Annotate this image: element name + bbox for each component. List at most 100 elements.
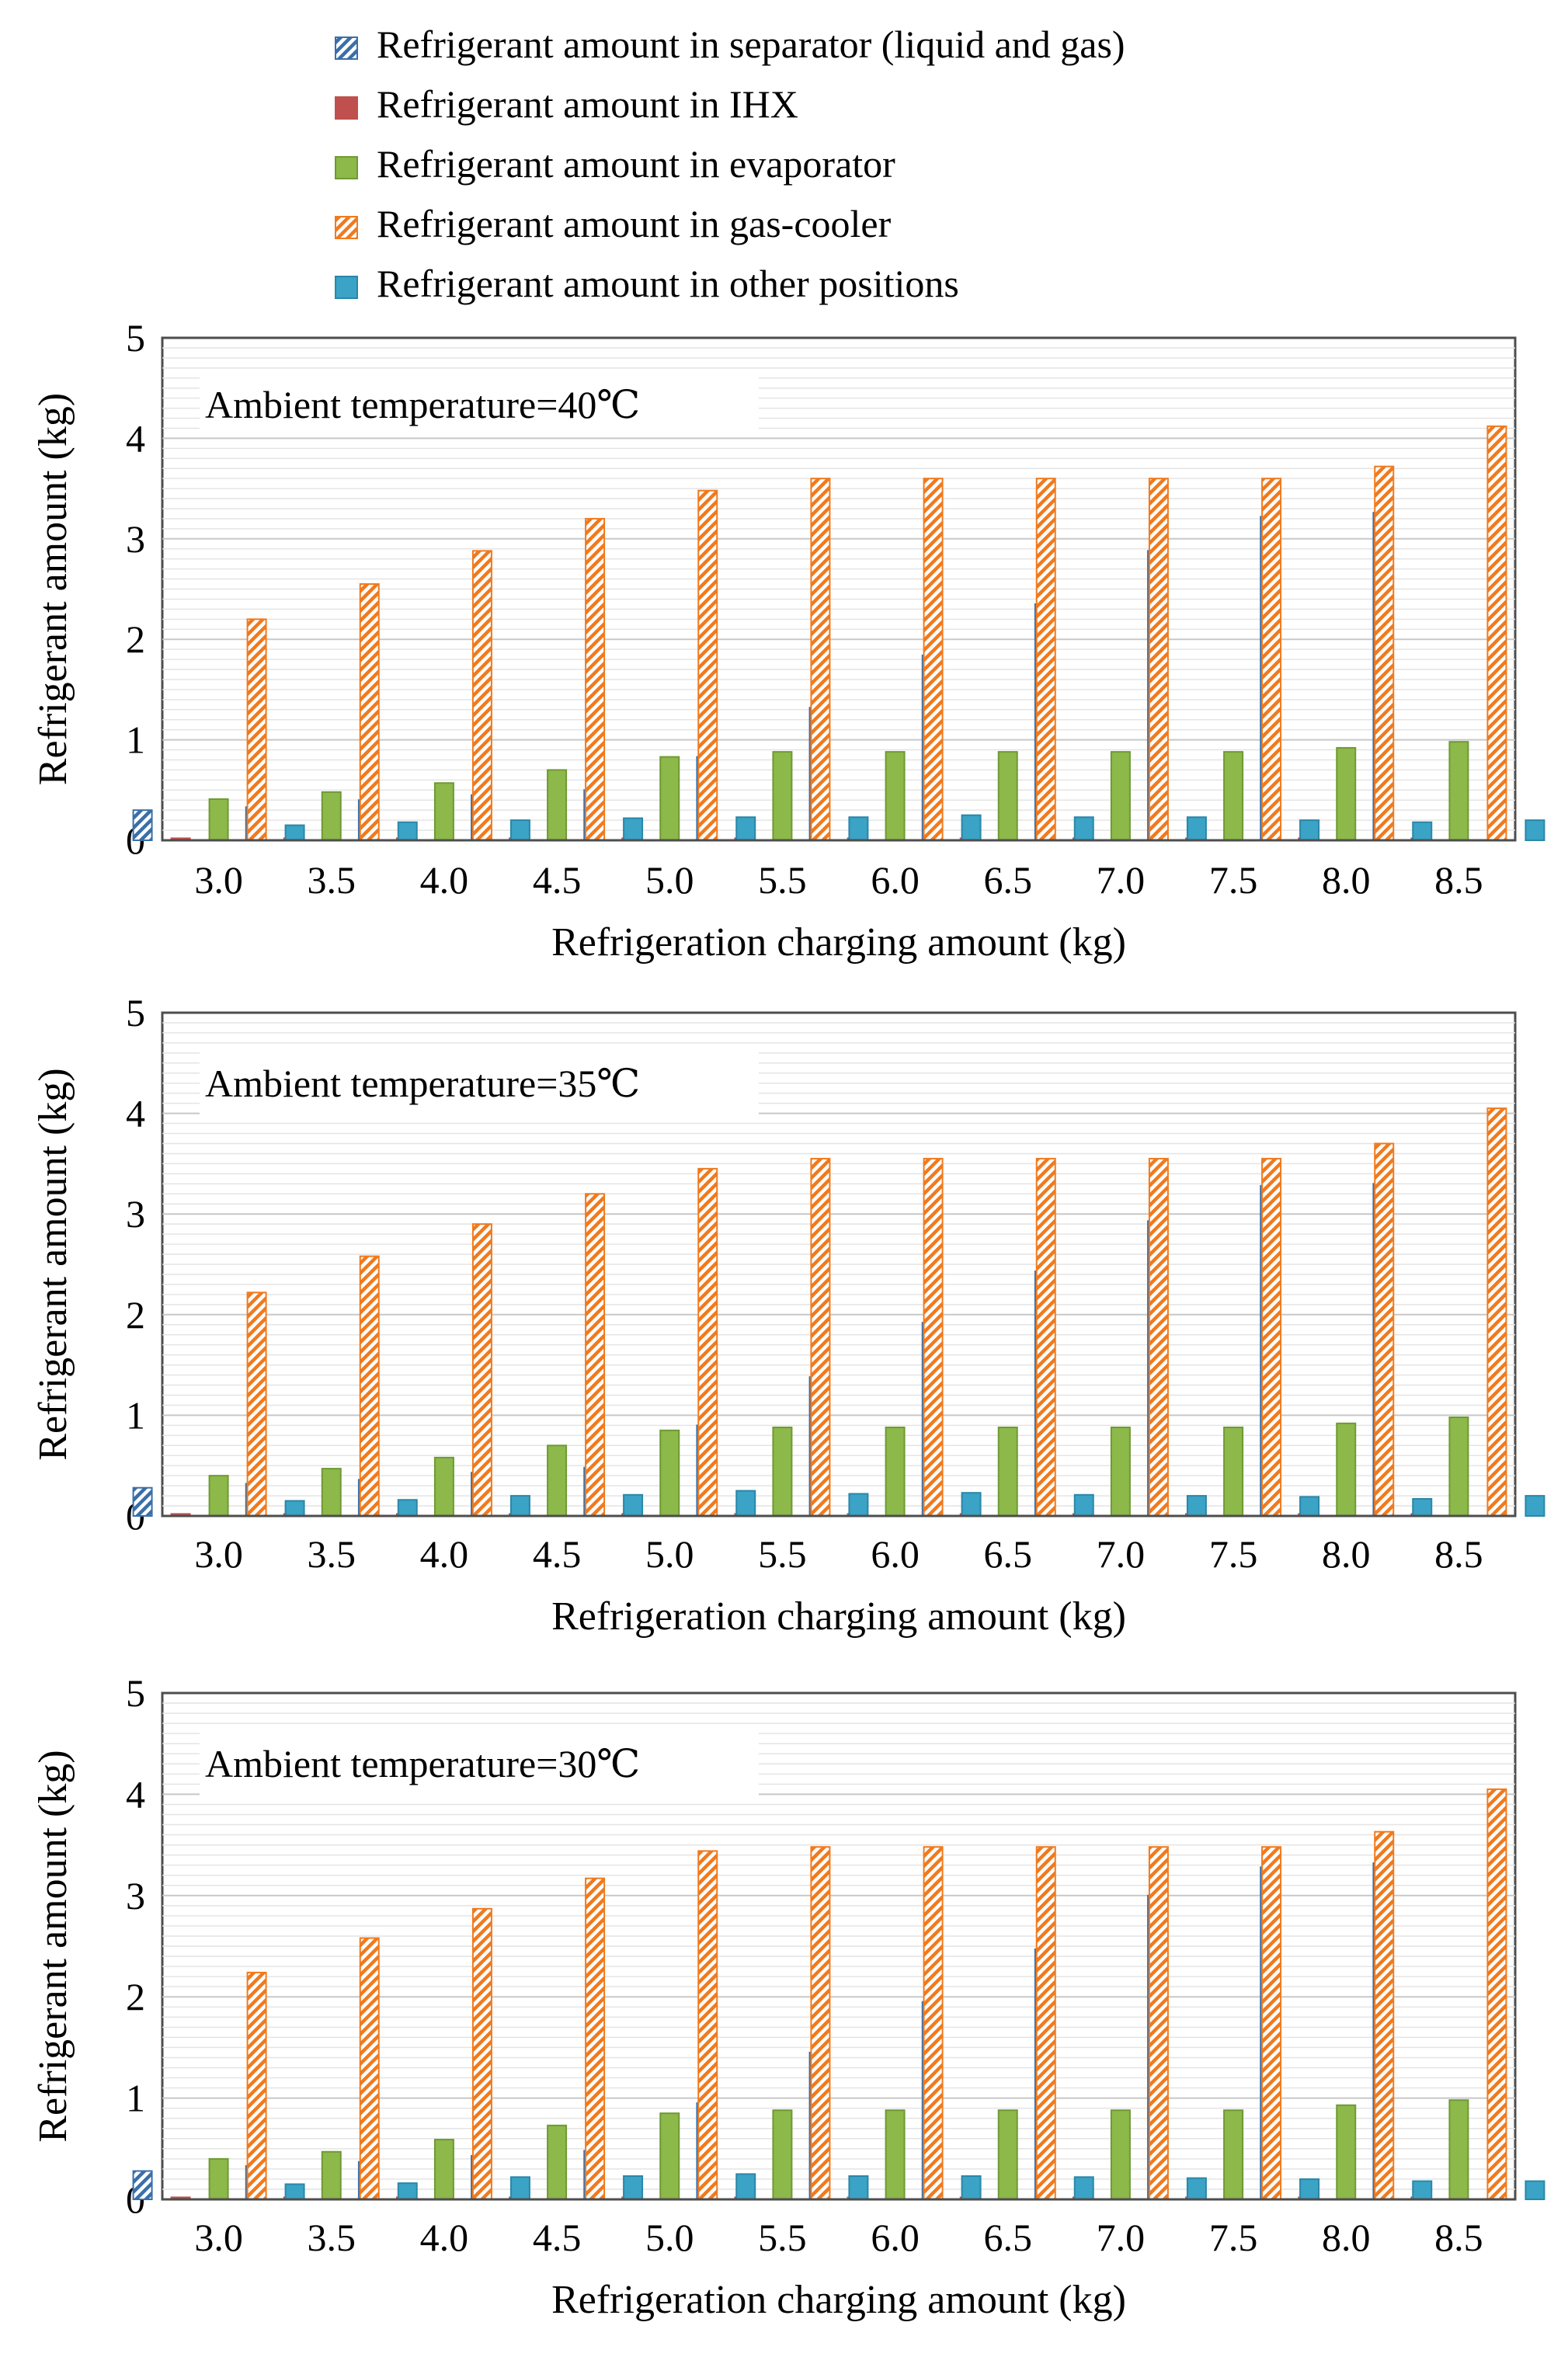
bar-gascooler-5.5 [810, 478, 831, 841]
x-tick-label: 5.5 [758, 1532, 807, 1576]
annotation-text: Ambient temperature=35℃ [205, 1062, 640, 1105]
y-tick-label: 2 [126, 1293, 145, 1337]
bar-evaporator-6.5 [997, 2109, 1018, 2201]
x-tick-label: 3.0 [194, 858, 243, 902]
legend-swatch-separator [335, 37, 358, 60]
x-tick-label: 3.0 [194, 1532, 243, 1576]
bar-gascooler-8.5 [1486, 425, 1507, 841]
bar-gascooler-8.5 [1486, 1788, 1507, 2200]
bar-gascooler-3.0 [246, 1971, 267, 2201]
bar-other-7.5 [1299, 819, 1320, 841]
bar-other-4.0 [509, 2176, 530, 2201]
legend-label-gascooler: Refrigerant amount in gas-cooler [377, 202, 892, 245]
bar-evaporator-7.0 [1110, 1426, 1131, 1518]
bar-evaporator-3.5 [321, 2150, 342, 2200]
bar-separator-3.0 [132, 809, 153, 842]
y-axis-label: Refrigerant amount (kg) [31, 1068, 75, 1460]
bar-gascooler-7.0 [1148, 478, 1169, 841]
bar-other-3.0 [284, 1500, 305, 1518]
y-tick-label: 1 [126, 2077, 145, 2120]
bar-gascooler-6.5 [1035, 478, 1056, 841]
bar-other-3.5 [397, 1499, 418, 1518]
charts: 0123453.03.54.04.55.05.56.06.57.07.58.08… [31, 316, 1545, 2322]
x-tick-label: 3.5 [308, 1532, 356, 1576]
bar-evaporator-8.0 [1336, 746, 1357, 842]
x-tick-label: 5.5 [758, 2216, 807, 2259]
bar-gascooler-3.0 [246, 1292, 267, 1517]
x-tick-label: 3.5 [308, 2216, 356, 2259]
x-tick-label: 6.5 [984, 858, 1033, 902]
chart-3: 0123453.03.54.04.55.05.56.06.57.07.58.08… [31, 1671, 1545, 2322]
bar-evaporator-8.5 [1448, 2099, 1469, 2201]
bar-gascooler-8.0 [1374, 1830, 1395, 2200]
bar-evaporator-4.0 [433, 1456, 454, 1518]
bar-gascooler-7.5 [1261, 1846, 1282, 2200]
x-tick-label: 8.5 [1434, 858, 1483, 902]
bar-gascooler-6.0 [923, 1846, 944, 2200]
bar-other-4.0 [509, 819, 530, 841]
x-tick-label: 6.5 [984, 2216, 1033, 2259]
bar-evaporator-6.5 [997, 1426, 1018, 1518]
bar-evaporator-6.5 [997, 751, 1018, 841]
y-tick-label: 2 [126, 617, 145, 661]
bar-gascooler-7.0 [1148, 1157, 1169, 1518]
x-tick-label: 4.5 [533, 1532, 582, 1576]
bar-gascooler-7.5 [1261, 478, 1282, 841]
bar-other-8.5 [1525, 2180, 1545, 2201]
bar-other-8.5 [1525, 1495, 1545, 1517]
bar-gascooler-7.0 [1148, 1846, 1169, 2200]
legend-item-other: Refrigerant amount in other positions [335, 262, 959, 305]
bar-evaporator-4.5 [547, 2124, 568, 2201]
bar-gascooler-5.5 [810, 1846, 831, 2200]
chart-1: 0123453.03.54.04.55.05.56.06.57.07.58.08… [31, 316, 1545, 965]
bar-evaporator-4.0 [433, 782, 454, 842]
x-tick-label: 8.5 [1434, 2216, 1483, 2259]
bar-gascooler-3.5 [359, 1255, 380, 1517]
bar-gascooler-5.0 [697, 489, 718, 841]
y-tick-label: 4 [126, 416, 145, 460]
x-tick-label: 7.5 [1209, 858, 1258, 902]
x-tick-label: 4.5 [533, 2216, 582, 2259]
x-axis-label: Refrigeration charging amount (kg) [551, 2278, 1126, 2322]
bar-other-6.5 [1073, 2176, 1094, 2201]
legend: Refrigerant amount in separator (liquid … [335, 23, 1125, 305]
bar-other-8.0 [1412, 2180, 1433, 2201]
bar-gascooler-5.5 [810, 1157, 831, 1518]
x-axis-label: Refrigeration charging amount (kg) [551, 920, 1126, 965]
x-tick-label: 3.0 [194, 2216, 243, 2259]
bar-other-3.0 [284, 2183, 305, 2200]
bar-evaporator-6.0 [885, 751, 906, 841]
gridlines [162, 347, 1515, 831]
bar-evaporator-7.5 [1223, 751, 1244, 841]
bar-gascooler-5.0 [697, 1850, 718, 2201]
bar-other-3.5 [397, 2182, 418, 2200]
legend-label-ihx: Refrigerant amount in IHX [377, 82, 798, 126]
x-tick-label: 5.0 [645, 2216, 694, 2259]
bar-evaporator-3.0 [208, 798, 229, 842]
bar-gascooler-4.0 [471, 1907, 492, 2200]
bar-other-7.5 [1299, 1496, 1320, 1517]
bar-evaporator-3.0 [208, 2157, 229, 2201]
legend-swatch-other [335, 276, 358, 299]
bar-other-6.0 [961, 1492, 982, 1518]
y-tick-label: 1 [126, 1393, 145, 1437]
legend-item-ihx: Refrigerant amount in IHX [335, 82, 798, 126]
bar-gascooler-4.5 [585, 1877, 606, 2201]
bar-evaporator-5.5 [772, 751, 793, 841]
x-tick-label: 8.5 [1434, 1532, 1483, 1576]
legend-item-gascooler: Refrigerant amount in gas-cooler [335, 202, 892, 245]
bar-other-5.0 [735, 816, 756, 842]
x-tick-label: 7.0 [1097, 858, 1146, 902]
y-axis-label: Refrigerant amount (kg) [31, 1750, 75, 2142]
bar-other-6.5 [1073, 1493, 1094, 1518]
bar-gascooler-7.5 [1261, 1157, 1282, 1518]
legend-label-evaporator: Refrigerant amount in evaporator [377, 142, 895, 186]
legend-swatch-evaporator [335, 156, 358, 179]
y-tick-label: 3 [126, 1192, 145, 1236]
x-tick-label: 8.0 [1322, 1532, 1371, 1576]
annotation-text: Ambient temperature=30℃ [205, 1742, 640, 1785]
bar-evaporator-3.5 [321, 791, 342, 841]
bar-other-5.0 [735, 1490, 756, 1517]
x-tick-label: 3.5 [308, 858, 356, 902]
series-gascooler [246, 1107, 1507, 1518]
